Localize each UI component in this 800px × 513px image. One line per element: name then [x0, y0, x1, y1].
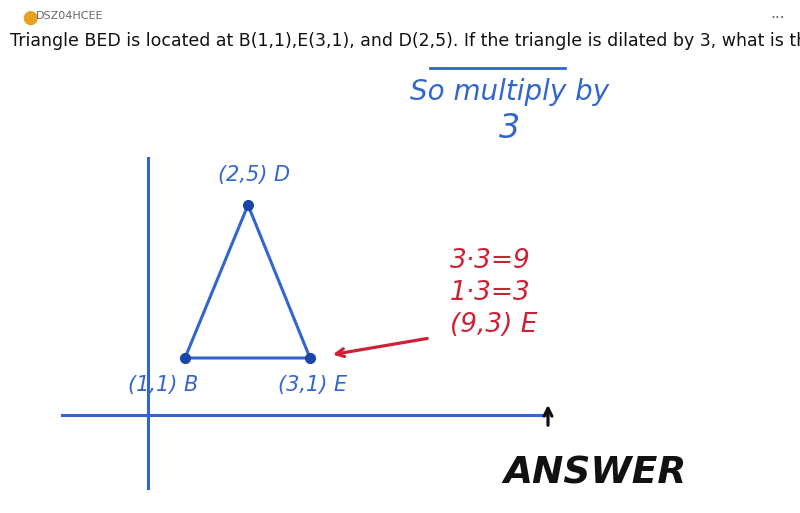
Text: (9,3) E: (9,3) E [450, 312, 538, 338]
Text: 1·3=3: 1·3=3 [450, 280, 530, 306]
Text: 3·3=9: 3·3=9 [450, 248, 530, 274]
Text: (1,1) B: (1,1) B [128, 375, 198, 395]
Text: Triangle BED is located at B(1,1),E(3,1), and D(2,5). If the triangle is dilated: Triangle BED is located at B(1,1),E(3,1)… [10, 32, 800, 50]
Text: ⬤: ⬤ [22, 11, 38, 25]
Text: ANSWER: ANSWER [503, 455, 686, 491]
Text: (2,5) D: (2,5) D [218, 165, 290, 185]
Text: 3: 3 [499, 112, 521, 145]
Text: DSZ04HCEE: DSZ04HCEE [36, 11, 103, 21]
Text: So multiply by: So multiply by [410, 78, 610, 106]
Text: ···: ··· [770, 11, 785, 26]
Text: (3,1) E: (3,1) E [278, 375, 347, 395]
